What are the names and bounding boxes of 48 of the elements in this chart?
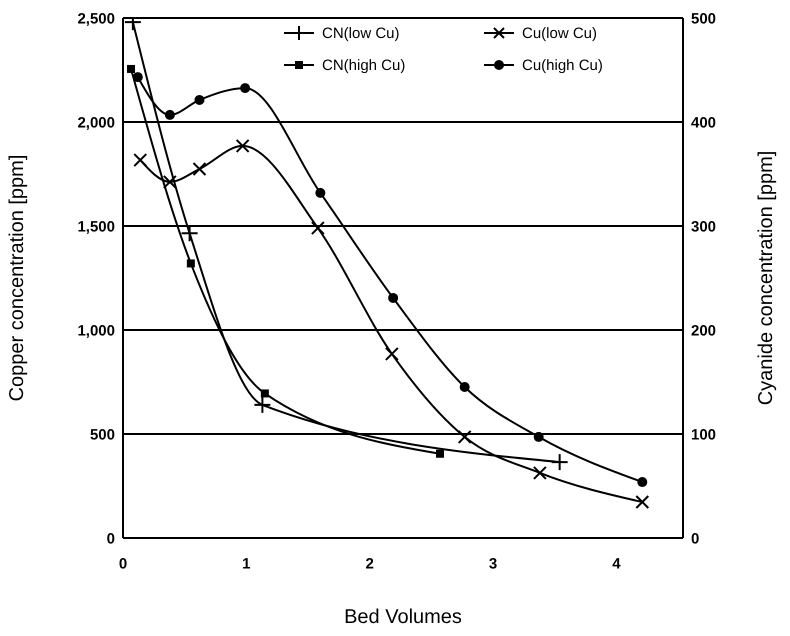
point (635, 495, 650, 510)
point (388, 292, 398, 303)
legend-label: CN(high Cu) (322, 56, 406, 74)
x-tick-label: 2 (366, 556, 374, 573)
point (236, 138, 250, 153)
y2-tick-label: 100 (691, 426, 716, 444)
point (260, 389, 269, 398)
point (132, 72, 143, 82)
legend-label: CN(low Cu) (322, 24, 400, 42)
point (194, 94, 204, 105)
point (310, 221, 325, 236)
y2-tick-label: 300 (691, 218, 716, 236)
y-tick-label: 1,000 (77, 322, 115, 340)
point (127, 64, 136, 73)
y-tick-label: 1,500 (77, 218, 115, 236)
point (460, 382, 470, 392)
legend-label: Cu(high Cu) (522, 56, 603, 74)
point (534, 432, 544, 442)
x-axis-title: Bed Volumes (344, 606, 462, 628)
y2-tick-label: 0 (691, 530, 700, 548)
y-tick-label: 2,500 (77, 10, 115, 28)
point (532, 466, 547, 480)
y2-tick-label: 200 (691, 322, 716, 340)
x-tick-label: 1 (242, 556, 251, 573)
point (192, 162, 206, 176)
point (384, 346, 399, 361)
point (253, 396, 272, 414)
point (164, 110, 175, 120)
point (240, 83, 250, 94)
legend-label: Cu(low Cu) (522, 24, 598, 42)
y-tick-label: 2,000 (77, 114, 115, 132)
x-tick-label: 0 (118, 556, 128, 573)
point (162, 174, 177, 189)
point (133, 153, 148, 168)
point (186, 259, 195, 268)
point (550, 453, 569, 472)
x-tick-label: 3 (488, 556, 498, 573)
point (436, 450, 444, 458)
point (458, 430, 472, 444)
y2-tick-label: 500 (691, 10, 716, 28)
point (315, 188, 326, 198)
y2-axis-title: Cyanide concentration [ppm] (755, 150, 778, 406)
y-axis-title: Copper concentration [ppm] (6, 154, 28, 402)
y-tick-label: 0 (106, 530, 115, 548)
x-tick-label: 4 (612, 556, 622, 573)
point (637, 477, 648, 488)
y-tick-label: 500 (90, 426, 115, 444)
y2-tick-label: 400 (691, 114, 716, 132)
